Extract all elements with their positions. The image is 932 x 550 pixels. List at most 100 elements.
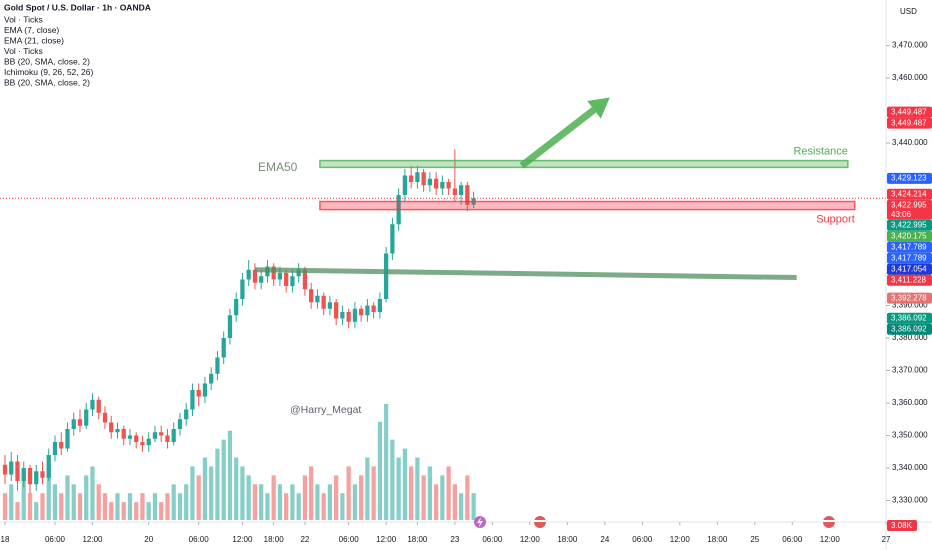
volume-bar <box>252 484 258 520</box>
x-tick-label: 18:00 <box>264 535 285 544</box>
candle-body <box>227 315 233 338</box>
y-tick-label: 3,440.000 <box>892 138 928 147</box>
volume-bar <box>227 430 233 520</box>
candle-body <box>27 468 33 485</box>
candle-body <box>59 442 64 449</box>
volume-bar <box>84 475 89 520</box>
price-tag-label: 3,449.487 <box>891 107 927 116</box>
volume-bar <box>209 466 214 520</box>
volume-bar <box>215 448 220 520</box>
price-tag-label: 3,449.487 <box>891 118 927 127</box>
candle-body <box>252 269 258 283</box>
price-tag-label: 3,420.175 <box>891 232 927 241</box>
candle-body <box>421 172 426 186</box>
zone <box>319 200 856 211</box>
volume-bar <box>471 493 476 520</box>
volume-bar <box>27 493 33 520</box>
candle-body <box>346 312 351 322</box>
x-tick-label: 25 <box>750 535 759 544</box>
ema-annotation: EMA50 <box>258 160 298 174</box>
price-tag <box>887 292 932 304</box>
price-tags: 3,449.487 3,449.487 3,429.123 3,424.214 3,42… <box>887 106 932 531</box>
candle-body <box>290 276 295 286</box>
candle-body <box>277 273 283 280</box>
x-tick-label: 24 <box>600 535 609 544</box>
candle-body <box>315 295 320 303</box>
x-tick-label: 18 <box>1 535 10 544</box>
x-tick-label: 06:00 <box>45 535 66 544</box>
candle-body <box>384 253 389 299</box>
x-tick-label: 12:00 <box>670 535 691 544</box>
candle-body <box>109 422 114 433</box>
volume-bar <box>52 484 58 520</box>
volume-bar <box>284 493 289 520</box>
volume-bar <box>146 502 151 520</box>
price-tag-countdown: 43:06 <box>891 210 912 219</box>
volume-bar <box>159 502 164 520</box>
x-tick-label: 06:00 <box>189 535 210 544</box>
candle-body <box>52 442 58 455</box>
volume-bar <box>196 475 201 520</box>
volume-bar <box>59 493 64 520</box>
volume-bar <box>152 493 158 520</box>
price-tag-label: 3,424.214 <box>891 190 927 199</box>
candle-body <box>340 312 345 319</box>
volume-bar <box>315 484 320 520</box>
volume-bar <box>202 457 208 520</box>
candle-body <box>165 435 170 442</box>
price-tag <box>887 252 932 264</box>
candle-body <box>84 409 89 426</box>
y-tick-label: 3,330.000 <box>892 496 928 505</box>
candle-body <box>302 269 308 290</box>
volume-bar <box>121 502 126 520</box>
candle-body <box>34 471 39 485</box>
volume-bar <box>246 475 251 520</box>
volume-bar <box>384 403 389 520</box>
candle-body <box>446 182 451 189</box>
candle-body <box>352 308 358 322</box>
price-tag <box>887 219 932 231</box>
candle-body <box>458 185 464 195</box>
x-tick-label: 12:00 <box>232 535 253 544</box>
volume-bar <box>65 475 70 520</box>
price-tag <box>887 263 932 275</box>
candle-body <box>415 172 420 182</box>
price-tag <box>887 230 932 242</box>
candle-body <box>465 185 470 205</box>
y-tick-label: 3,350.000 <box>892 431 928 440</box>
price-tag-label: 3,429.123 <box>891 174 927 183</box>
indicator-label: EMA (7, close) <box>4 25 59 35</box>
candle-body <box>40 471 45 478</box>
volume-bar <box>165 493 170 520</box>
candle-body <box>402 175 408 195</box>
price-tag-label: 3,411.228 <box>891 276 927 285</box>
volume-bar <box>321 493 326 520</box>
volume-bar <box>240 466 245 520</box>
volume-bar <box>427 466 433 520</box>
y-tick-label: 3,470.000 <box>892 41 928 50</box>
price-tag <box>887 106 932 118</box>
price-tag <box>887 172 932 184</box>
candle-body <box>284 273 289 286</box>
y-tick-label: 3,340.000 <box>892 463 928 472</box>
volume-bar <box>396 457 401 520</box>
volume-bar <box>458 493 464 520</box>
candle-body <box>327 302 333 309</box>
candle-body <box>2 464 8 475</box>
volume-bar <box>452 484 457 520</box>
candle-body <box>334 302 339 319</box>
volume-bar <box>171 484 176 520</box>
candle-body <box>96 399 101 413</box>
volume-bar <box>377 421 383 520</box>
x-tick-label: 06:00 <box>632 535 653 544</box>
indicator-label: BB (20, SMA, close, 2) <box>4 77 90 87</box>
candle-body <box>190 390 195 410</box>
candle-body <box>427 178 433 186</box>
candle-body <box>434 178 439 189</box>
volume-bar <box>21 475 26 520</box>
symbol-title: Gold Spot / U.S. Dollar · 1h · OANDA <box>4 2 151 12</box>
candle-layer <box>2 149 476 494</box>
candle-body <box>71 419 76 429</box>
price-tag <box>887 274 932 286</box>
candle-body <box>259 276 264 283</box>
